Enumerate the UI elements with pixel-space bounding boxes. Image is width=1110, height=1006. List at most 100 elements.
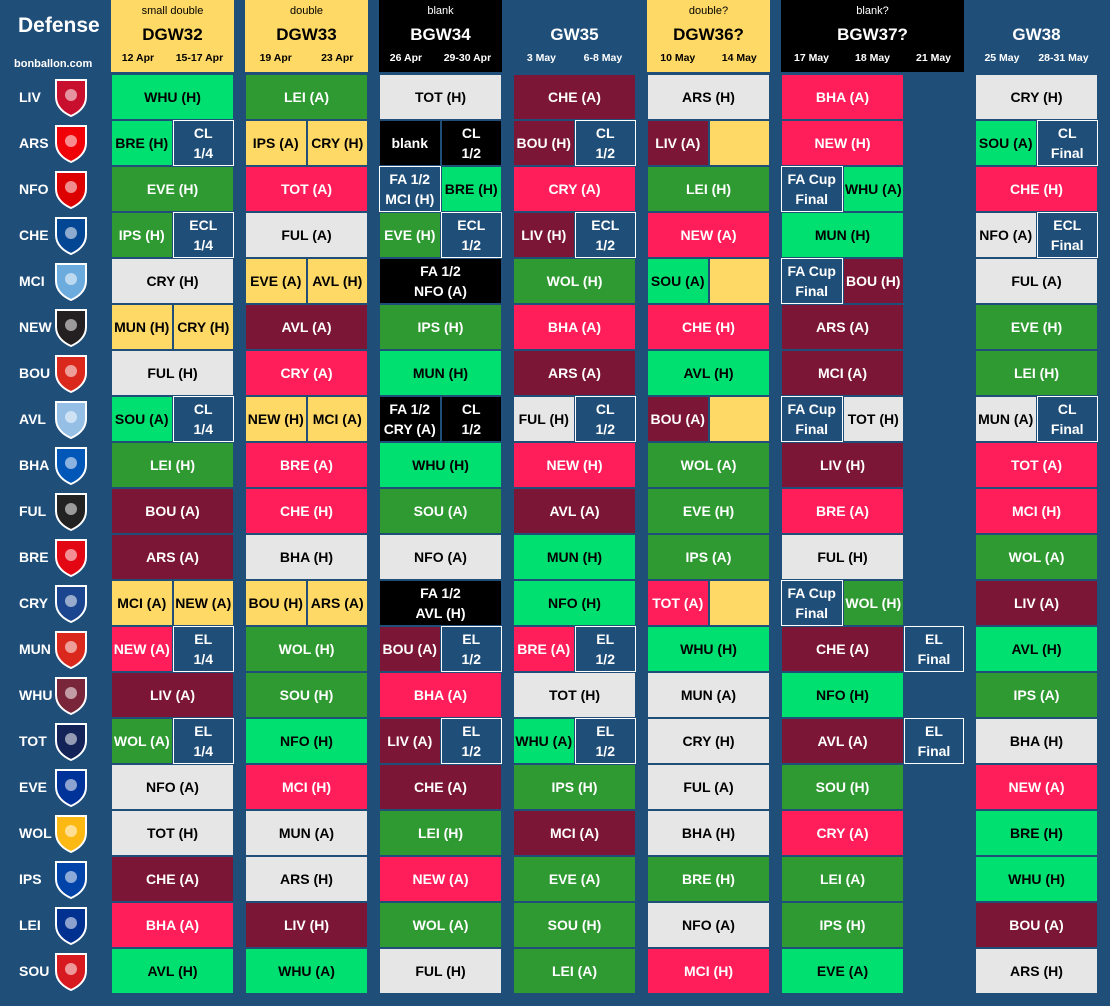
fixture-cell: MCI (A) <box>111 580 173 626</box>
fixture-cell: MCI (H) <box>245 764 368 810</box>
fixture-cell <box>708 396 770 442</box>
gameweek-note: double? <box>688 5 729 17</box>
fixture-cell: NEW (H) <box>781 120 904 166</box>
gameweek-note: blank? <box>856 5 889 17</box>
fixture-cell: ECL 1/2 <box>574 212 636 258</box>
fixture-cell: NEW (H) <box>513 442 636 488</box>
gameweek-date: 21 May <box>915 52 952 64</box>
gameweek-date: 28-31 May <box>1038 52 1089 64</box>
fixture-cell: LIV (H) <box>245 902 368 948</box>
team-name: EVE <box>19 779 48 795</box>
fixture-cell: TOT (A) <box>975 442 1098 488</box>
fixture-cell: MCI (H) <box>647 948 770 994</box>
team-name: BOU <box>19 365 51 381</box>
fixture-cell: BOU (A) <box>975 902 1098 948</box>
fixture-cell: SOU (A) <box>975 120 1037 166</box>
fixture-cell: LEI (A) <box>245 74 368 120</box>
fixture-cell: FUL (H) <box>379 948 502 994</box>
team-crest-icon <box>50 214 92 256</box>
gameweek-date: 6-8 May <box>583 52 623 64</box>
team-name: FUL <box>19 503 47 519</box>
fixture-cell: CHE (H) <box>975 166 1098 212</box>
fixture-cell <box>708 580 770 626</box>
gameweek-note: blank <box>427 5 454 17</box>
fixture-cell: ARS (A) <box>513 350 636 396</box>
gameweek-date: 14 May <box>721 52 757 64</box>
fixture-cell: ECL Final <box>1036 212 1098 258</box>
team-name: ARS <box>19 135 49 151</box>
fixture-cell: NFO (A) <box>647 902 770 948</box>
fixture-cell: BRE (A) <box>245 442 368 488</box>
team-crest-icon <box>50 490 92 532</box>
fixture-cell: LIV (H) <box>781 442 904 488</box>
gameweek-date: 15-17 Apr <box>175 52 224 64</box>
fixture-cell: EVE (A) <box>781 948 904 994</box>
fixture-cell: CL 1/4 <box>172 120 234 166</box>
fixture-cell <box>708 258 770 304</box>
fixture-cell: CHE (A) <box>513 74 636 120</box>
fixture-cell: BHA (A) <box>513 304 636 350</box>
fixture-cell: NFO (A) <box>379 534 502 580</box>
fixture-cell: WOL (H) <box>513 258 636 304</box>
team-name: NFO <box>19 181 49 197</box>
fixture-cell: WHU (A) <box>513 718 575 764</box>
gameweek-dates: 17 May 18 May 21 May <box>781 52 964 64</box>
team-name: BHA <box>19 457 50 473</box>
fixture-cell: BHA (H) <box>647 810 770 856</box>
fixture-cell: CRY (H) <box>111 258 234 304</box>
fixture-cell: CRY (H) <box>647 718 770 764</box>
fixture-cell: CHE (H) <box>647 304 770 350</box>
fixture-cell: BRE (H) <box>111 120 173 166</box>
fixture-cell: LIV (A) <box>111 672 234 718</box>
fixture-cell: BRE (A) <box>781 488 904 534</box>
fixture-cell: BOU (A) <box>111 488 234 534</box>
fixture-cell: ARS (A) <box>781 304 904 350</box>
team-crest-icon <box>50 812 92 854</box>
fixture-cell: TOT (A) <box>245 166 368 212</box>
fixture-cell: SOU (A) <box>111 396 173 442</box>
fixture-cell: CL Final <box>1036 120 1098 166</box>
team-crest-icon <box>50 536 92 578</box>
fixture-cell: CHE (A) <box>111 856 234 902</box>
fixture-cell: BOU (H) <box>842 258 904 304</box>
site-credit: bonballon.com <box>14 58 93 70</box>
gameweek-date: 10 May <box>660 52 696 64</box>
fixture-cell: EVE (H) <box>975 304 1098 350</box>
team-name: WHU <box>19 687 53 703</box>
fixture-cell: CRY (H) <box>172 304 234 350</box>
fixture-cell: NFO (A) <box>975 212 1037 258</box>
fixture-cell: MCI (H) <box>975 488 1098 534</box>
gameweek-dates: 26 Apr 29-30 Apr <box>379 52 502 64</box>
fixture-cell: FA Cup Final <box>781 580 843 626</box>
fixture-cell: IPS (A) <box>647 534 770 580</box>
fixture-cell: ECL 1/4 <box>172 212 234 258</box>
fixture-cell: BHA (H) <box>245 534 368 580</box>
fixture-cell: BHA (A) <box>781 74 904 120</box>
fixture-cell: FA 1/2 MCI (H) <box>379 166 441 212</box>
team-crest-icon <box>50 950 92 992</box>
fixture-cell: WHU (H) <box>975 856 1098 902</box>
gameweek-dates: 12 Apr 15-17 Apr <box>111 52 234 64</box>
gameweek-header: GW35 3 May 6-8 May <box>513 0 636 72</box>
team-crest-icon <box>50 766 92 808</box>
gameweek-label: DGW32 <box>142 25 203 44</box>
fixture-cell: WHU (A) <box>842 166 904 212</box>
fixture-cell: FUL (H) <box>111 350 234 396</box>
fixture-cell: TOT (H) <box>513 672 636 718</box>
gameweek-dates: 10 May 14 May <box>647 52 770 64</box>
fixture-cell: IPS (H) <box>111 212 173 258</box>
team-name: BRE <box>19 549 49 565</box>
fixture-cell: BRE (H) <box>647 856 770 902</box>
gameweek-date: 29-30 Apr <box>443 52 492 64</box>
fixture-cell: CRY (A) <box>781 810 904 856</box>
fixture-cell: BOU (H) <box>513 120 575 166</box>
fixture-cell: CHE (H) <box>245 488 368 534</box>
fixture-cell: WHU (H) <box>379 442 502 488</box>
fixture-cell: IPS (H) <box>781 902 904 948</box>
fixture-cell: SOU (A) <box>647 258 709 304</box>
gameweek-header: small double DGW32 12 Apr 15-17 Apr <box>111 0 234 72</box>
fixture-cell: BRE (A) <box>513 626 575 672</box>
team-crest-icon <box>50 444 92 486</box>
fixture-cell: LIV (A) <box>647 120 709 166</box>
team-crest-icon <box>50 858 92 900</box>
